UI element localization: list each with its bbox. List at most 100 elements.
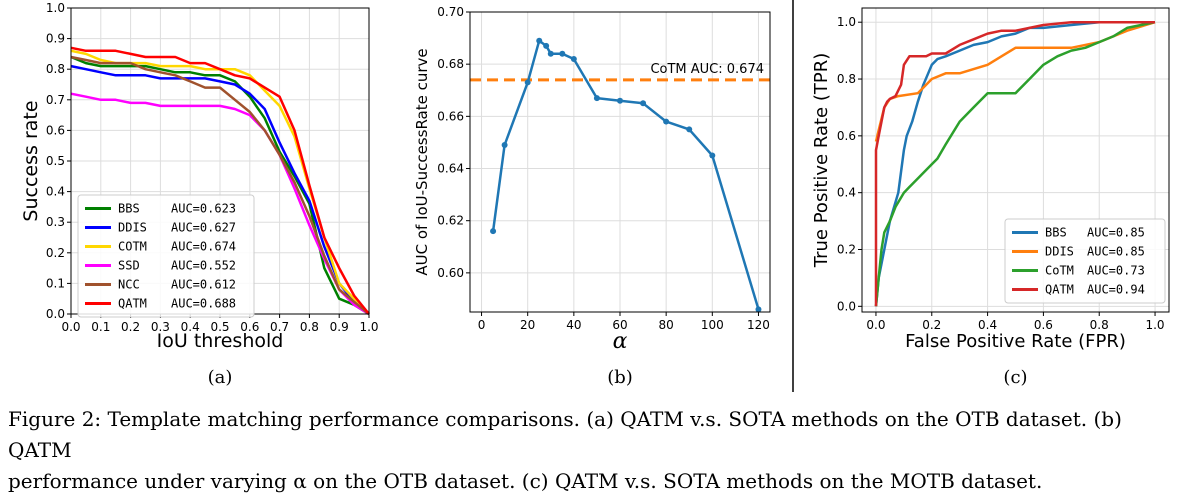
y-axis-label: Success rate [20, 100, 42, 221]
x-tick-label: 1.0 [1145, 318, 1164, 332]
x-tick-label: 0.4 [978, 318, 997, 332]
x-tick-label: 100 [701, 318, 724, 332]
y-tick-label: 0.2 [837, 242, 856, 256]
data-point [755, 306, 762, 313]
legend-auc: AUC=0.85 [1087, 226, 1145, 240]
data-point [709, 152, 716, 159]
x-axis-label: False Positive Rate (FPR) [905, 331, 1126, 352]
x-tick-label: 0.1 [91, 320, 110, 334]
data-point [536, 37, 543, 44]
panel-label: (b) [607, 367, 633, 388]
series-line-qatm [874, 20, 1155, 307]
y-tick-label: 0.66 [437, 109, 464, 123]
legend-name: COTM [118, 240, 147, 254]
legend-name: CoTM [1045, 264, 1074, 278]
y-tick-label: 0.68 [437, 57, 464, 71]
x-tick-label: 0.6 [240, 320, 259, 334]
data-point [547, 50, 554, 57]
y-tick-label: 0.4 [837, 186, 856, 200]
legend-auc: AUC=0.552 [171, 259, 236, 273]
legend-name: QATM [1045, 283, 1074, 297]
data-point [593, 95, 600, 102]
figure-caption: Figure 2: Template matching performance … [8, 404, 1190, 497]
x-tick-label: 0.7 [270, 320, 289, 334]
chart-panel-b: CoTM AUC: 0.674 0 20 40 60 80 100 120 0.60 0.62 0.… [413, 5, 771, 388]
x-tick-label: 0.3 [151, 320, 170, 334]
x-tick-label: 0.0 [61, 320, 80, 334]
x-tick-label: 0.2 [922, 318, 941, 332]
y-tick-label: 0.64 [437, 162, 464, 176]
y-tick-label: 0.7 [46, 93, 65, 107]
x-tick-label: 0.9 [330, 320, 349, 334]
x-tick-label: 0.8 [300, 320, 319, 334]
legend-auc: AUC=0.73 [1087, 264, 1145, 278]
x-tick-label: 0.6 [1034, 318, 1053, 332]
y-tick-label: 0.0 [837, 299, 856, 313]
legend-auc: AUC=0.85 [1087, 245, 1145, 259]
legend-auc: AUC=0.612 [171, 278, 236, 292]
legend-auc: AUC=0.94 [1087, 283, 1145, 297]
series-line-qatm [70, 46, 370, 315]
panel-label: (a) [208, 367, 233, 388]
x-tick-label: 120 [747, 318, 770, 332]
chart-panel-c: 0.0 0.2 0.4 0.6 0.8 1.0 0.0 0.2 0.4 0.6 0.8 1.0 Fals… [811, 7, 1170, 388]
legend-name: BBS [118, 202, 140, 216]
x-tick-label: 0.0 [866, 318, 885, 332]
data-point [686, 126, 693, 133]
x-tick-label: 40 [566, 318, 581, 332]
series-line-ssd [70, 92, 370, 316]
data-point [559, 50, 566, 57]
x-tick-label: 0.2 [121, 320, 140, 334]
data-point [617, 97, 623, 104]
x-axis-label: IoU threshold [157, 330, 284, 352]
x-tick-label: 0.4 [181, 320, 200, 334]
legend-auc: AUC=0.674 [171, 240, 236, 254]
plot-frame [861, 7, 1170, 313]
y-tick-label: 0.6 [837, 129, 856, 143]
x-tick-label: 80 [659, 318, 674, 332]
y-tick-label: 0.8 [46, 62, 65, 76]
legend-name: SSD [118, 259, 140, 273]
data-point [543, 42, 550, 49]
data-point [501, 142, 508, 149]
y-axis-label: True Positive Rate (TPR) [811, 53, 832, 268]
y-tick-label: 0.3 [46, 215, 65, 229]
y-tick-label: 0.70 [437, 5, 464, 19]
legend-box [1004, 218, 1166, 304]
x-tick-label: 1.0 [359, 320, 378, 334]
y-tick-label: 0.5 [46, 154, 65, 168]
y-axis-label: AUC of IoU-SuccessRate curve [413, 48, 431, 275]
data-point [570, 55, 577, 62]
legend-name: DDIS [118, 221, 147, 235]
series-line-cotm [874, 20, 1156, 307]
data-point [490, 228, 497, 235]
y-tick-label: 0.8 [837, 72, 856, 86]
legend-name: NCC [118, 278, 140, 292]
caption-line-1: Figure 2: Template matching performance … [8, 407, 1122, 462]
data-point [640, 100, 647, 107]
panel-label: (c) [1003, 367, 1027, 388]
legend-auc: AUC=0.623 [171, 202, 236, 216]
y-tick-label: 0.2 [46, 246, 65, 260]
figure: 0.0 0.1 0.2 0.3 0.4 0.5 0.6 0.7 0.8 0.9 1.0 0.0 0.1 0… [20, 0, 1170, 392]
y-tick-label: 0.6 [46, 123, 65, 137]
y-tick-label: 1.0 [46, 1, 65, 15]
legend-name: QATM [118, 297, 147, 311]
legend-box [77, 194, 255, 318]
y-tick-label: 0.4 [46, 185, 65, 199]
legend-auc: AUC=0.627 [171, 221, 236, 235]
y-tick-label: 0.62 [437, 214, 464, 228]
x-tick-label: 20 [520, 318, 535, 332]
x-tick-label: 0.8 [1090, 318, 1109, 332]
y-tick-label: 0.60 [437, 266, 464, 280]
series-line-ddis [874, 21, 1156, 142]
y-tick-label: 0.9 [46, 32, 65, 46]
x-tick-label: 0.5 [210, 320, 229, 334]
y-tick-label: 0.0 [46, 307, 65, 321]
series-line-ncc [70, 55, 370, 315]
x-axis-label: α [613, 329, 628, 354]
legend-auc: AUC=0.688 [171, 297, 236, 311]
y-tick-label: 0.1 [46, 276, 65, 290]
series-line-ddis [70, 64, 370, 315]
reference-label: CoTM AUC: 0.674 [650, 62, 764, 77]
